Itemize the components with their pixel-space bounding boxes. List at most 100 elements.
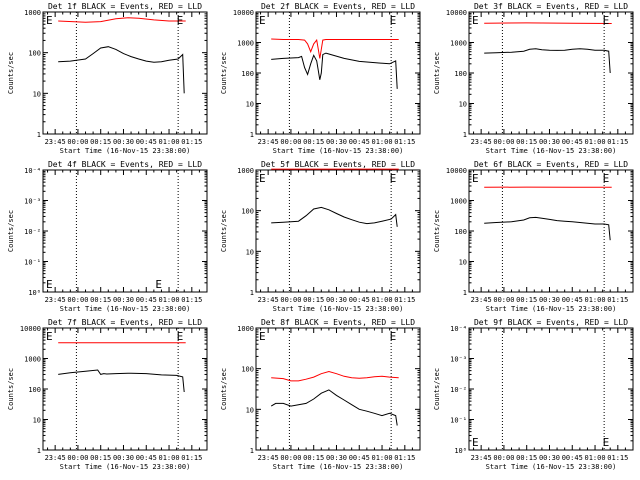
chart-title: Det 4f BLACK = Events, RED = LLD bbox=[48, 160, 202, 169]
x-tick-label: 00:00 bbox=[67, 454, 88, 462]
x-tick-label: 00:45 bbox=[136, 454, 157, 462]
event-marker: E bbox=[603, 436, 610, 449]
x-tick-label: 00:30 bbox=[113, 138, 134, 146]
y-tick-label: 1 bbox=[250, 447, 254, 455]
y-axis-label: Counts/sec bbox=[7, 368, 15, 410]
x-tick-label: 01:15 bbox=[181, 296, 202, 304]
chart-panel-5: Det 5f BLACK = Events, RED = LLD Counts/s… bbox=[220, 160, 421, 313]
event-marker: E bbox=[46, 278, 53, 291]
y-axis-label: Counts/sec bbox=[220, 210, 228, 252]
y-tick-label: 10 bbox=[246, 101, 254, 109]
y-tick-label: 10⁰ bbox=[454, 447, 467, 455]
event-marker: E bbox=[259, 330, 266, 343]
x-tick-label: 00:00 bbox=[493, 138, 514, 146]
y-tick-label: 10 bbox=[459, 259, 467, 267]
y-axis-label: Counts/sec bbox=[433, 368, 441, 410]
x-tick-label: 01:15 bbox=[607, 454, 628, 462]
x-tick-label: 00:00 bbox=[280, 454, 301, 462]
chart-panel-1: Det 1f BLACK = Events, RED = LLD Counts/s… bbox=[7, 2, 208, 155]
y-tick-label: 100 bbox=[454, 228, 467, 236]
x-tick-label: 00:45 bbox=[136, 138, 157, 146]
event-marker: E bbox=[472, 172, 479, 185]
chart-title: Det 8f BLACK = Events, RED = LLD bbox=[261, 318, 415, 327]
y-tick-label: 10 bbox=[246, 248, 254, 256]
chart-title: Det 6f BLACK = Events, RED = LLD bbox=[474, 160, 628, 169]
x-tick-label: 01:15 bbox=[394, 296, 415, 304]
event-marker: E bbox=[46, 330, 53, 343]
x-tick-label: 01:15 bbox=[181, 138, 202, 146]
x-tick-label: 01:15 bbox=[394, 454, 415, 462]
lld-rate-line bbox=[484, 22, 612, 24]
y-tick-label: 100 bbox=[241, 70, 254, 78]
event-marker: E bbox=[390, 14, 397, 27]
x-tick-label: 01:15 bbox=[607, 138, 628, 146]
x-tick-label: 00:30 bbox=[326, 454, 347, 462]
x-tick-label: 01:00 bbox=[158, 138, 179, 146]
x-tick-label: 00:00 bbox=[67, 138, 88, 146]
lld-rate-line bbox=[58, 17, 186, 23]
x-tick-label: 00:15 bbox=[90, 296, 111, 304]
x-tick-label: 00:30 bbox=[539, 296, 560, 304]
chart-panel-3: Det 3f BLACK = Events, RED = LLD Counts/s… bbox=[433, 2, 634, 155]
x-axis-label: Start Time (16-Nov-15 23:38:00) bbox=[60, 305, 191, 313]
lld-rate-line bbox=[271, 38, 399, 59]
plot-frame bbox=[255, 327, 421, 451]
event-marker: E bbox=[472, 436, 479, 449]
event-marker: E bbox=[472, 14, 479, 27]
event-rate-line bbox=[271, 52, 398, 89]
event-marker: E bbox=[259, 172, 266, 185]
x-axis-label: Start Time (16-Nov-15 23:38:00) bbox=[486, 305, 617, 313]
chart-title: Det 2f BLACK = Events, RED = LLD bbox=[261, 2, 415, 11]
x-tick-label: 01:15 bbox=[394, 138, 415, 146]
event-rate-line bbox=[271, 206, 398, 227]
chart-title: Det 7f BLACK = Events, RED = LLD bbox=[48, 318, 202, 327]
x-tick-label: 23:45 bbox=[258, 138, 279, 146]
x-tick-label: 00:00 bbox=[493, 454, 514, 462]
chart-title: Det 9f BLACK = Events, RED = LLD bbox=[474, 318, 628, 327]
x-tick-label: 00:30 bbox=[326, 138, 347, 146]
y-tick-label: 10000 bbox=[20, 325, 41, 333]
y-tick-label: 100 bbox=[241, 366, 254, 374]
x-tick-label: 01:00 bbox=[371, 296, 392, 304]
x-tick-label: 00:45 bbox=[136, 296, 157, 304]
y-tick-label: 1000 bbox=[237, 40, 254, 48]
y-tick-label: 10⁻³ bbox=[450, 356, 467, 364]
event-marker: E bbox=[155, 278, 162, 291]
x-axis-label: Start Time (16-Nov-15 23:38:00) bbox=[60, 463, 191, 471]
x-tick-label: 01:00 bbox=[158, 296, 179, 304]
x-axis-label: Start Time (16-Nov-15 23:38:00) bbox=[273, 463, 404, 471]
chart-panel-7: Det 7f BLACK = Events, RED = LLD Counts/s… bbox=[7, 318, 208, 471]
x-tick-label: 00:45 bbox=[562, 138, 583, 146]
y-tick-label: 10 bbox=[33, 417, 41, 425]
x-tick-label: 23:45 bbox=[471, 296, 492, 304]
y-axis-label: Counts/sec bbox=[433, 210, 441, 252]
x-tick-label: 00:30 bbox=[113, 454, 134, 462]
plot-frame bbox=[42, 11, 208, 135]
y-tick-label: 1 bbox=[37, 447, 41, 455]
y-tick-label: 10⁻² bbox=[24, 228, 41, 236]
event-marker: E bbox=[177, 330, 184, 343]
x-tick-label: 00:45 bbox=[562, 296, 583, 304]
x-tick-label: 01:00 bbox=[584, 138, 605, 146]
y-tick-label: 1000 bbox=[24, 9, 41, 17]
plot-frame bbox=[468, 11, 634, 135]
y-axis-label: Counts/sec bbox=[433, 52, 441, 94]
plot-frame bbox=[42, 169, 208, 293]
y-tick-label: 100 bbox=[28, 386, 41, 394]
y-tick-label: 1000 bbox=[450, 198, 467, 206]
event-marker: E bbox=[390, 330, 397, 343]
x-tick-label: 01:15 bbox=[181, 454, 202, 462]
y-axis-label: Counts/sec bbox=[220, 52, 228, 94]
chart-panel-4: Det 4f BLACK = Events, RED = LLD Counts/s… bbox=[7, 160, 208, 313]
event-rate-line bbox=[58, 369, 185, 393]
event-marker: E bbox=[603, 172, 610, 185]
x-tick-label: 00:00 bbox=[280, 138, 301, 146]
x-tick-label: 23:45 bbox=[45, 138, 66, 146]
x-tick-label: 00:00 bbox=[493, 296, 514, 304]
y-tick-label: 10⁻⁴ bbox=[24, 167, 41, 175]
x-tick-label: 00:30 bbox=[539, 454, 560, 462]
x-tick-label: 01:00 bbox=[584, 296, 605, 304]
y-tick-label: 100 bbox=[241, 208, 254, 216]
event-marker: E bbox=[259, 14, 266, 27]
x-axis-label: Start Time (16-Nov-15 23:38:00) bbox=[273, 147, 404, 155]
